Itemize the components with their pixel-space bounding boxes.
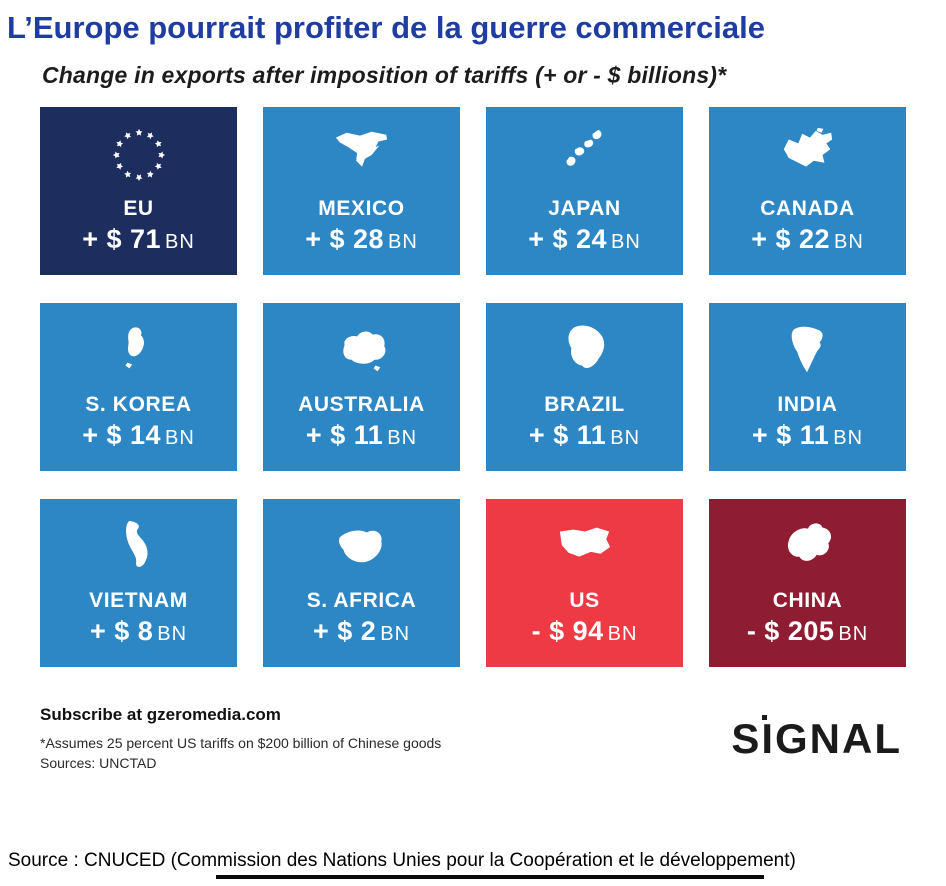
australia-map-icon (333, 319, 391, 383)
tile-value: - $ 205 BN (747, 616, 868, 647)
canada-map-icon (779, 123, 837, 187)
tile-japan: JAPAN + $ 24 BN (486, 106, 683, 275)
tile-value: + $ 11 BN (529, 420, 640, 451)
tile-value: + $ 71 BN (82, 224, 195, 255)
tile-country-label: S. KOREA (85, 392, 192, 416)
tile-value-amount: + $ 2 (312, 615, 377, 646)
tile-mexico: MEXICO + $ 28 BN (263, 106, 460, 275)
tile-value-amount: + $ 28 (305, 223, 385, 254)
mexico-map-icon (333, 123, 391, 187)
tile-value: + $ 24 BN (528, 224, 641, 255)
tile-country-label: CHINA (772, 588, 843, 612)
tile-us: US - $ 94 BN (486, 498, 683, 667)
tile-value: + $ 22 BN (751, 224, 864, 255)
tile-south-korea: S. KOREA + $ 14 BN (40, 302, 237, 471)
tile-country-label: AUSTRALIA (298, 392, 425, 416)
tile-value-amount: + $ 14 (82, 419, 162, 450)
chart-footer: Subscribe at gzeromedia.com *Assumes 25 … (40, 705, 906, 774)
tile-canada: CANADA + $ 22 BN (709, 106, 906, 275)
tile-value: + $ 11 BN (306, 420, 417, 451)
tile-country-label: MEXICO (318, 196, 405, 220)
tile-country-label: S. AFRICA (306, 588, 417, 612)
tile-value: + $ 11 BN (752, 420, 863, 451)
tile-value-unit: BN (838, 622, 869, 645)
tile-value-unit: BN (611, 230, 641, 253)
tile-vietnam: VIETNAM + $ 8 BN (40, 498, 237, 667)
india-map-icon (779, 319, 837, 383)
tile-china: CHINA - $ 205 BN (709, 498, 906, 667)
tile-value-amount: + $ 22 (751, 223, 831, 254)
tile-value-unit: BN (165, 230, 195, 253)
brazil-map-icon (556, 319, 614, 383)
assumption-note: *Assumes 25 percent US tariffs on $200 b… (40, 734, 442, 751)
tile-eu: EU + $ 71 BN (40, 106, 237, 275)
tile-value-unit: BN (607, 622, 638, 645)
tile-value-unit: BN (833, 426, 864, 449)
tile-south-africa: S. AFRICA + $ 2 BN (263, 498, 460, 667)
tile-country-label: JAPAN (548, 196, 621, 220)
tile-country-label: VIETNAM (89, 588, 188, 612)
infographic-card: Change in exports after imposition of ta… (0, 62, 946, 774)
tile-india: INDIA + $ 11 BN (709, 302, 906, 471)
tile-value-unit: BN (165, 426, 195, 449)
tile-value-amount: + $ 24 (528, 223, 608, 254)
south-africa-map-icon (333, 515, 391, 579)
eu-stars-icon (110, 123, 168, 187)
tile-value: + $ 14 BN (82, 420, 195, 451)
chart-footer-notes: Subscribe at gzeromedia.com *Assumes 25 … (40, 705, 441, 774)
signal-logo-dot (762, 714, 768, 720)
tile-value: - $ 94 BN (532, 616, 638, 647)
source-caption-text: Source : CNUCED (Commission des Nations … (8, 850, 796, 871)
signal-logo: SIGNAL (731, 714, 906, 763)
tile-country-label: EU (123, 196, 154, 220)
tile-country-label: CANADA (760, 196, 855, 220)
tile-value-unit: BN (157, 622, 188, 645)
country-tile-grid: EU + $ 71 BN MEXICO + $ 28 BN (40, 106, 906, 667)
tile-value-unit: BN (834, 230, 864, 253)
sources-note: Sources: UNCTAD (40, 754, 157, 771)
tile-value-amount: - $ 94 (531, 615, 604, 646)
tile-value-unit: BN (387, 426, 418, 449)
chart-subtitle: Change in exports after imposition of ta… (42, 61, 727, 88)
japan-map-icon (556, 123, 614, 187)
tile-value: + $ 2 BN (313, 616, 410, 647)
tile-value-amount: + $ 11 (528, 419, 607, 450)
tile-value-unit: BN (388, 230, 418, 253)
south-korea-map-icon (110, 319, 168, 383)
tile-australia: AUSTRALIA + $ 11 BN (263, 302, 460, 471)
page-title: L’Europe pourrait profiter de la guerre … (7, 10, 765, 45)
vietnam-map-icon (110, 515, 168, 579)
source-caption: Source : CNUCED (Commission des Nations … (8, 850, 938, 879)
tile-value-amount: + $ 8 (89, 615, 154, 646)
china-map-icon (779, 515, 837, 579)
tile-value-amount: + $ 71 (82, 223, 162, 254)
tile-value-amount: + $ 11 (305, 419, 384, 450)
tile-value-unit: BN (610, 426, 641, 449)
signal-logo-text: SIGNAL (731, 714, 902, 762)
tile-value-amount: + $ 11 (751, 419, 830, 450)
tile-value-amount: - $ 205 (746, 615, 835, 646)
tile-country-label: INDIA (777, 392, 838, 416)
tile-value: + $ 8 BN (90, 616, 187, 647)
tile-value: + $ 28 BN (305, 224, 418, 255)
caption-underline-bar (216, 875, 764, 879)
tile-country-label: US (569, 588, 600, 612)
tile-value-unit: BN (380, 622, 411, 645)
us-map-icon (556, 515, 614, 579)
tile-brazil: BRAZIL + $ 11 BN (486, 302, 683, 471)
tile-country-label: BRAZIL (544, 392, 625, 416)
subscribe-text: Subscribe at gzeromedia.com (40, 704, 281, 724)
